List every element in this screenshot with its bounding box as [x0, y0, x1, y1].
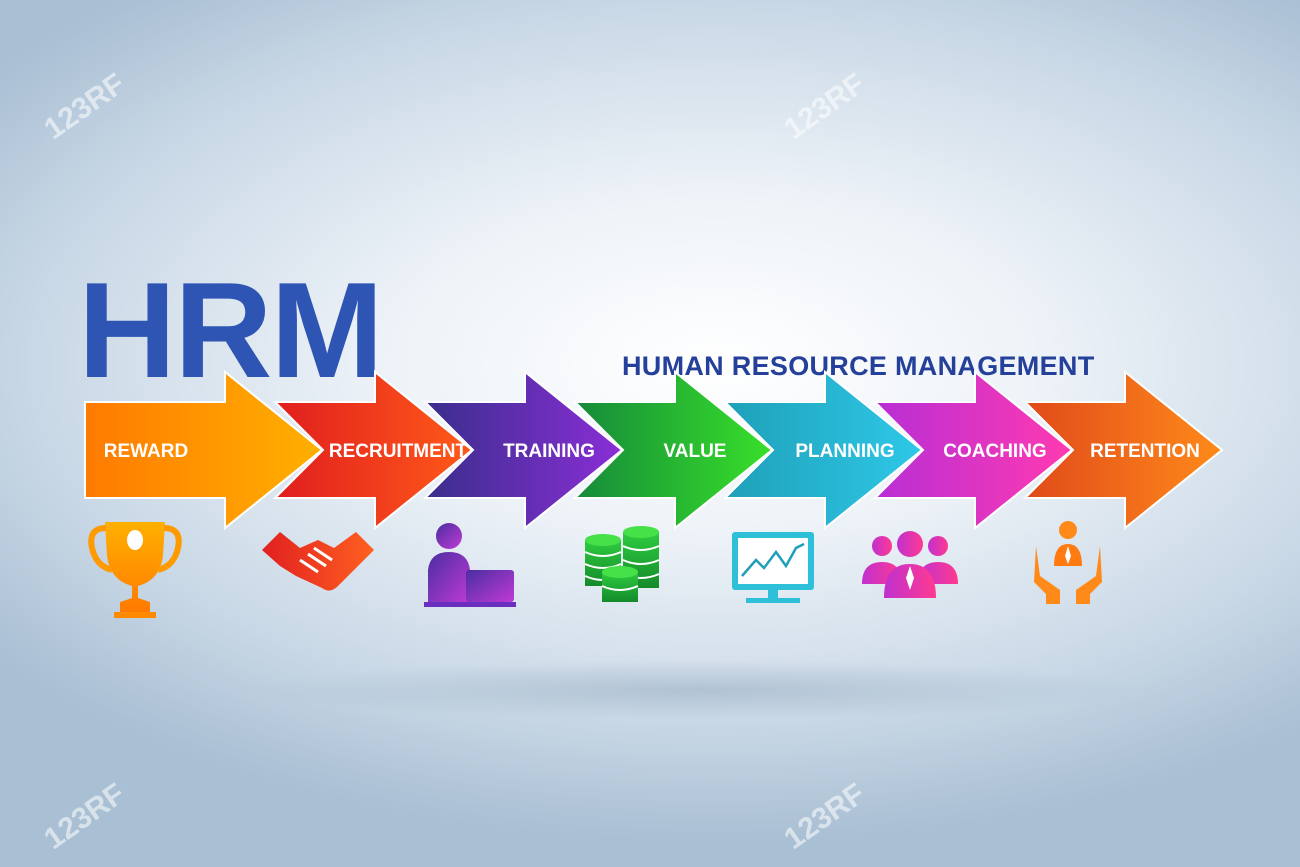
step-label-recruitment: RECRUITMENT: [329, 441, 468, 462]
step-label-training: TRAINING: [503, 441, 595, 462]
hands-protect-person-icon: [1034, 521, 1102, 604]
arrow-planning: [722, 369, 924, 531]
arrow-retention: [1022, 369, 1224, 531]
floor-shadow: [250, 660, 1150, 720]
team-icon: [862, 531, 958, 598]
handshake-icon: [262, 532, 374, 591]
arrow-training: [422, 369, 624, 531]
trophy-icon: [88, 522, 182, 618]
page-subtitle: HUMAN RESOURCE MANAGEMENT: [622, 351, 1095, 381]
step-label-reward: REWARD: [104, 441, 188, 462]
coins-icon: [584, 526, 660, 602]
step-label-coaching: COACHING: [943, 441, 1046, 462]
step-label-retention: RETENTION: [1090, 441, 1200, 462]
arrow-recruitment: [272, 369, 474, 531]
arrow-reward: [84, 369, 324, 531]
flow-arrows: [84, 369, 1224, 531]
step-label-planning: PLANNING: [795, 441, 894, 462]
arrow-value: [572, 369, 774, 531]
step-label-value: VALUE: [664, 441, 727, 462]
person-laptop-icon: [424, 523, 516, 607]
arrow-coaching: [872, 369, 1074, 531]
monitor-chart-icon: [732, 532, 814, 603]
page-title: HRM: [78, 254, 384, 406]
